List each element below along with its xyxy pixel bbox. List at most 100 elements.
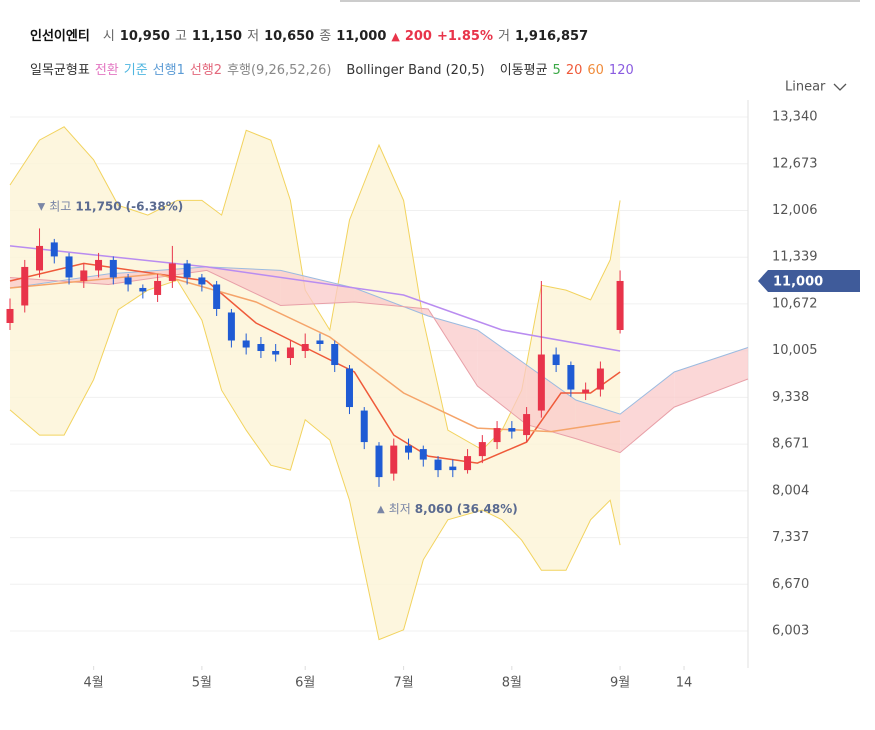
ma-item[interactable]: 60 xyxy=(587,63,604,78)
candle-body xyxy=(464,456,472,471)
candle-body xyxy=(286,347,294,359)
x-tick-label: 14 xyxy=(676,676,693,691)
candle-body xyxy=(183,263,191,278)
ma-item[interactable]: 120 xyxy=(608,63,634,78)
candle-body xyxy=(6,308,14,323)
ichimoku-label[interactable]: 일목균형표 xyxy=(30,63,90,78)
candle-body xyxy=(419,449,427,460)
stock-name: 인선이엔티 xyxy=(30,29,90,44)
y-tick-label: 10,672 xyxy=(772,296,818,311)
candle-body xyxy=(272,351,280,355)
ma-item[interactable]: 5 xyxy=(552,63,561,78)
candle-body xyxy=(80,270,88,281)
indicator-legend: 일목균형표 전환 기준 선행1 선행2 후행(9,26,52,26) Bollinger … xyxy=(30,59,634,78)
candle-body xyxy=(478,442,486,457)
ichimoku-item[interactable]: 후행(9,26,52,26) xyxy=(227,63,332,78)
candle-body xyxy=(139,287,147,292)
annotation-label: 최고 xyxy=(49,199,71,213)
ichimoku-item[interactable]: 전환 xyxy=(94,63,119,78)
bollinger-lower xyxy=(9,279,621,641)
candle-body xyxy=(390,445,398,474)
candle-body xyxy=(331,344,339,366)
annotation-value-label: 11,750 xyxy=(75,199,121,213)
candle-body xyxy=(301,344,309,352)
ma-label[interactable]: 이동평균 xyxy=(499,63,548,78)
ichimoku-item[interactable]: 기준 xyxy=(123,63,148,78)
annotation-marker: ▲ xyxy=(377,504,385,515)
x-tick-label: 9월 xyxy=(610,676,630,691)
plot xyxy=(6,126,749,641)
y-tick-label: 13,340 xyxy=(772,110,818,125)
cloud-segment xyxy=(575,400,621,453)
candle-body xyxy=(242,340,250,348)
extreme-annotation: ▲ 최저 8,060 (36.48%) xyxy=(377,501,518,515)
last-price-badge xyxy=(758,269,860,292)
candle-body xyxy=(616,280,624,330)
chevron[interactable] xyxy=(833,83,847,91)
candle-body xyxy=(567,365,575,390)
y-tick-label: 12,673 xyxy=(772,156,818,171)
change-pct: +1.85% xyxy=(436,29,493,44)
x-tick-label: 7월 xyxy=(393,676,413,691)
candle-body xyxy=(375,445,383,478)
change: 200 xyxy=(404,29,432,44)
candle-body xyxy=(124,277,132,285)
candle-body xyxy=(36,245,44,271)
bollinger-label[interactable]: Bollinger Band (20,5) xyxy=(346,63,485,78)
low-label: 저 xyxy=(247,29,260,44)
x-tick-label: 5월 xyxy=(192,676,212,691)
ichimoku-item[interactable]: 선행2 xyxy=(189,63,223,78)
candle-body xyxy=(154,280,162,295)
last-price-label: 11,000 xyxy=(773,274,823,289)
candle-body xyxy=(537,354,545,411)
x-tick-label: 4월 xyxy=(84,676,104,691)
candle-body xyxy=(493,428,501,443)
candle-body xyxy=(508,428,516,432)
y-tick-label: 9,338 xyxy=(772,390,809,405)
low: 10,650 xyxy=(264,29,315,44)
cloud-segment xyxy=(477,329,527,425)
x-tick-label: 8월 xyxy=(502,676,522,691)
candle-body xyxy=(449,466,457,471)
quote-header: 인선이엔티 시 10,950 고 11,150 저 10,650 종 11,000 ▲ 2… xyxy=(30,25,588,44)
candle-body xyxy=(50,242,58,257)
candle-body xyxy=(257,344,265,352)
ma-line xyxy=(9,262,621,464)
close-label: 종 xyxy=(319,29,332,44)
y-tick-label: 7,337 xyxy=(772,530,809,545)
y-tick-label: 6,670 xyxy=(772,577,809,592)
annotation-value-label: 8,060 xyxy=(415,501,453,515)
candle-body xyxy=(198,277,206,285)
y-tick-label: 8,004 xyxy=(772,483,809,498)
candle-body xyxy=(360,410,368,443)
bollinger-fill xyxy=(10,126,621,640)
open: 10,950 xyxy=(119,29,170,44)
annotation-label: 최저 xyxy=(389,501,411,515)
volume: 1,916,857 xyxy=(514,29,589,44)
scale-mode[interactable]: Linear xyxy=(785,80,826,95)
candle-body xyxy=(168,263,176,281)
candle-body xyxy=(227,312,235,341)
cloud-segment xyxy=(280,270,355,306)
close: 11,000 xyxy=(336,29,387,44)
candle-body xyxy=(21,266,29,306)
cloud-segment xyxy=(620,372,675,453)
candle-body xyxy=(65,256,73,278)
candle-body xyxy=(109,259,117,278)
y-tick-label: 10,005 xyxy=(772,343,818,358)
candle-body xyxy=(95,259,103,271)
candle-body xyxy=(552,354,560,366)
cloud-segment xyxy=(674,347,748,408)
high: 11,150 xyxy=(191,29,243,44)
candle-body xyxy=(316,340,324,345)
candle-body xyxy=(434,459,442,471)
high-label: 고 xyxy=(174,29,187,44)
ma-item[interactable]: 20 xyxy=(565,63,583,78)
candle-body xyxy=(582,389,590,394)
ichimoku-item[interactable]: 선행1 xyxy=(152,63,185,78)
bollinger-upper xyxy=(9,126,621,451)
annotation-change: (-6.38%) xyxy=(126,199,184,213)
extreme-annotation: ▼ 최고 11,750 (-6.38%) xyxy=(38,199,184,213)
